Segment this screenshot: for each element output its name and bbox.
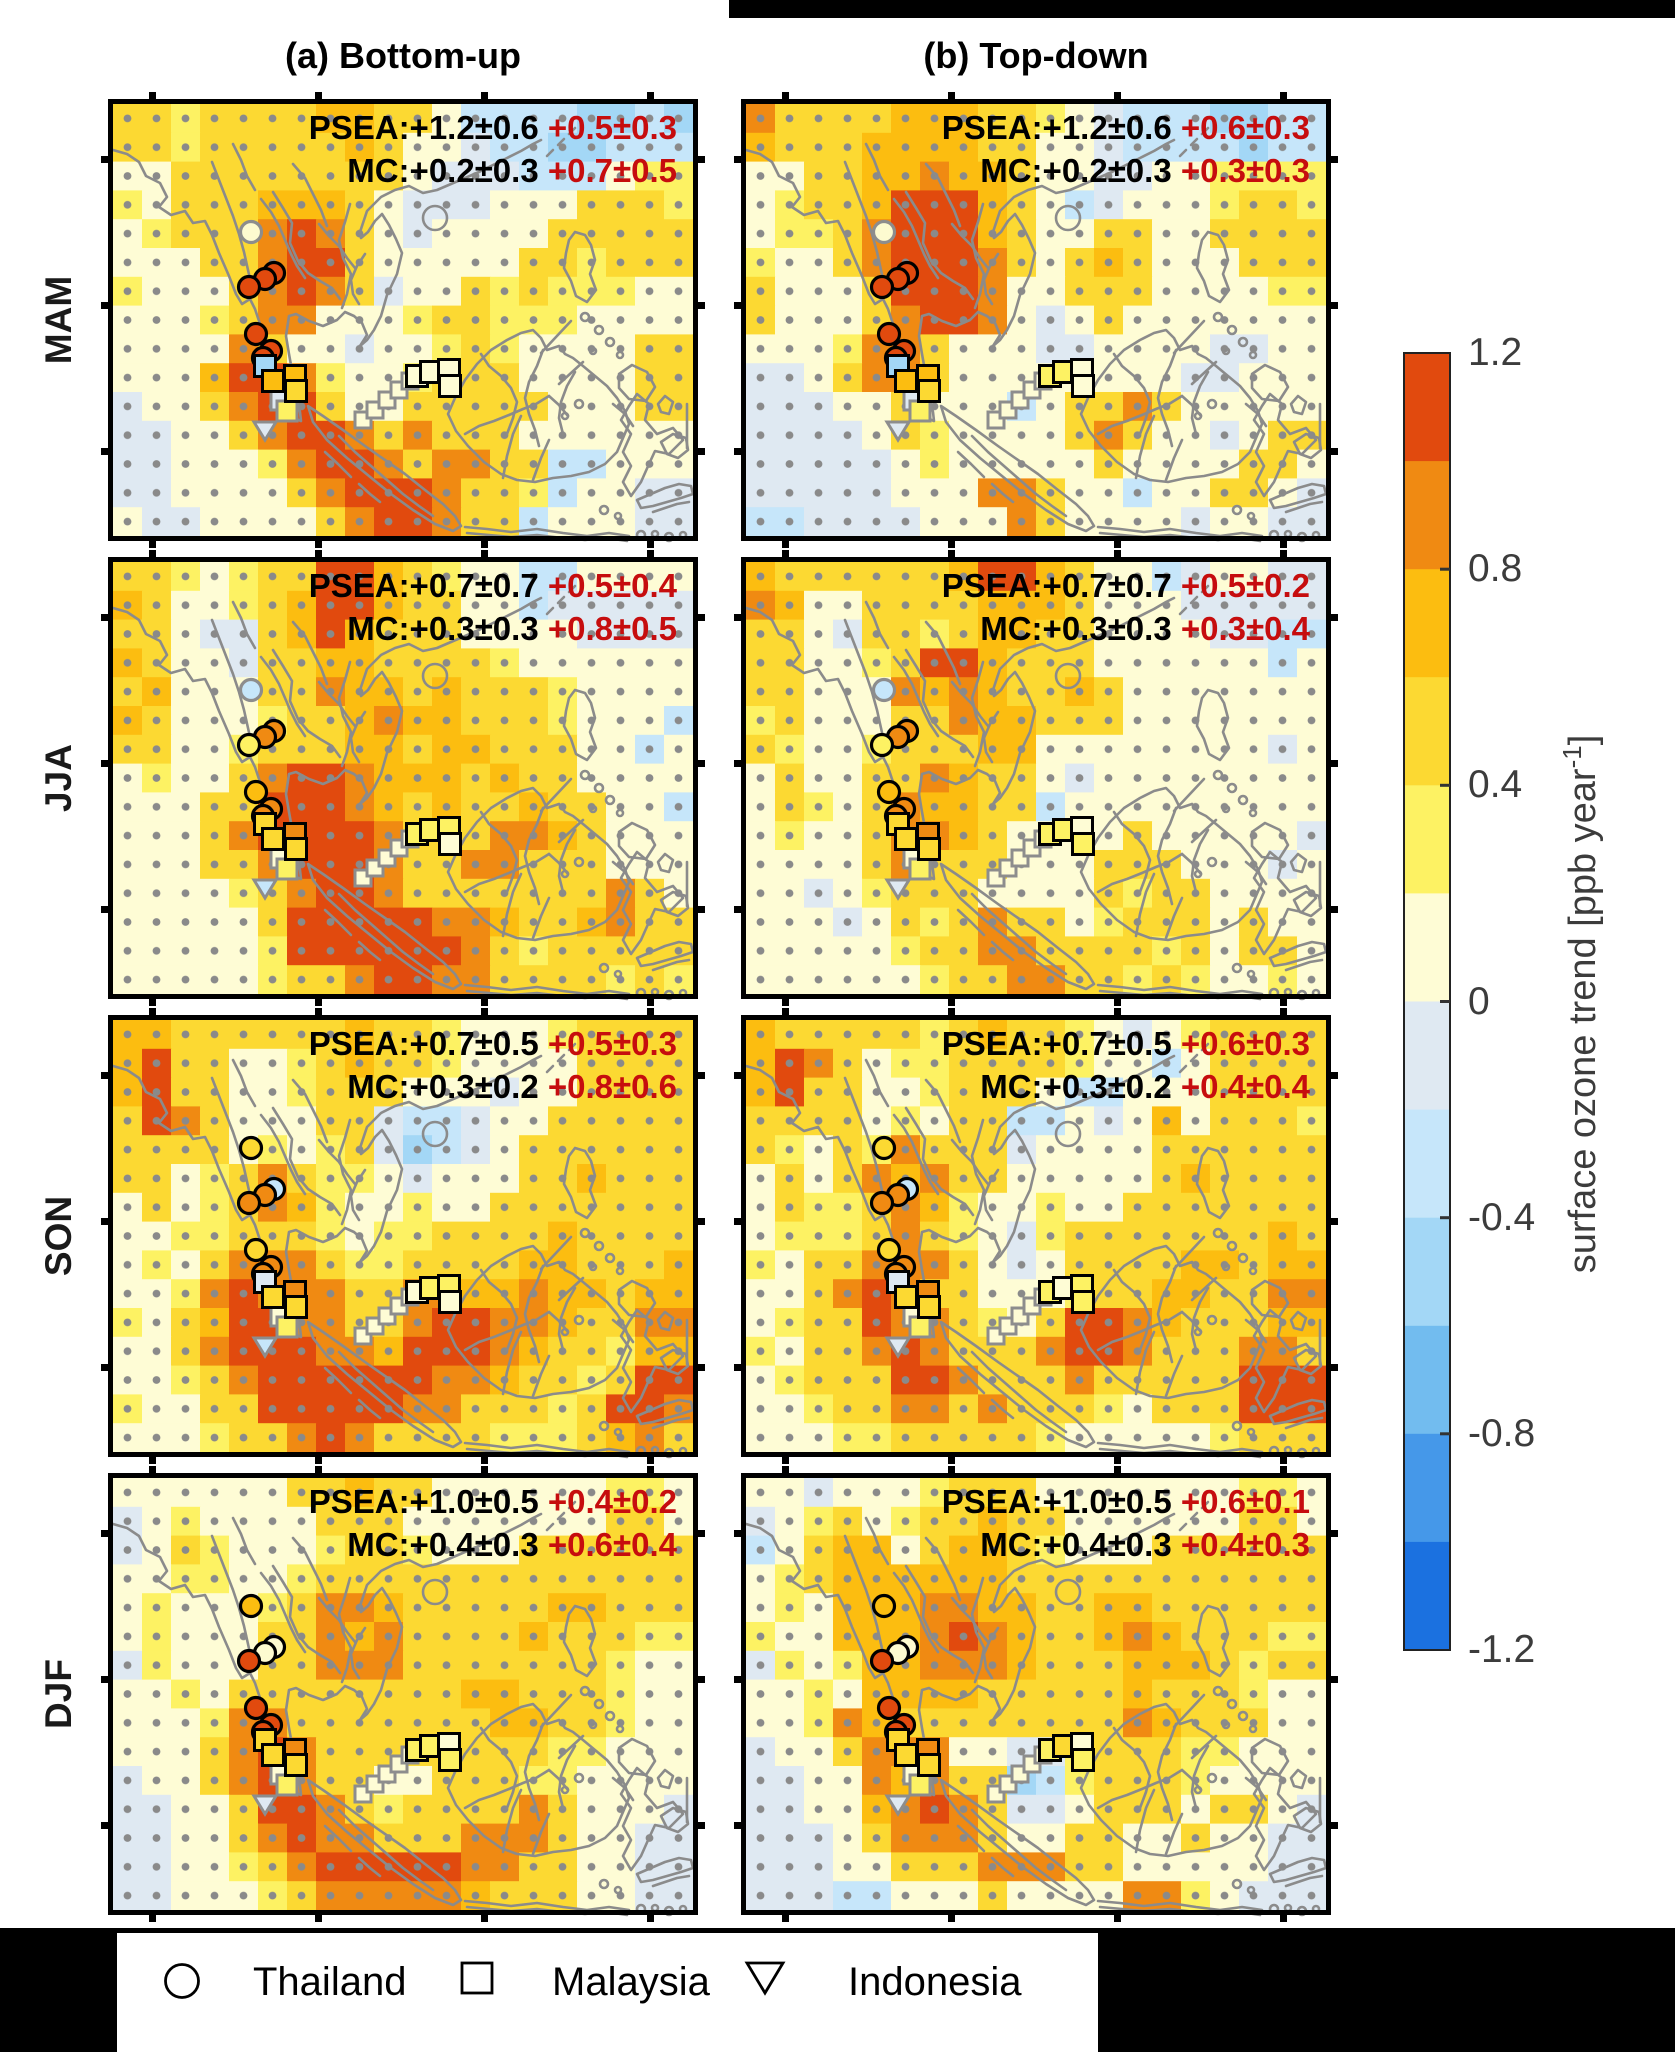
svg-text:-1.2: -1.2 [1468, 1628, 1535, 1671]
svg-text:Malaysia: Malaysia [552, 1960, 711, 2004]
svg-text:Indonesia: Indonesia [848, 1960, 1022, 2004]
svg-text:PSEA:+0.7±0.5 +0.6±0.3: PSEA:+0.7±0.5 +0.6±0.3 [942, 1025, 1310, 1062]
svg-text:0: 0 [1468, 980, 1490, 1023]
svg-text:JJA: JJA [38, 744, 79, 812]
svg-text:0.4: 0.4 [1468, 763, 1522, 806]
svg-text:MC:+0.2±0.3 +0.7±0.5: MC:+0.2±0.3 +0.7±0.5 [347, 152, 677, 189]
svg-text:MC:+0.4±0.3 +0.4±0.3: MC:+0.4±0.3 +0.4±0.3 [980, 1526, 1310, 1563]
svg-text:1.2: 1.2 [1468, 331, 1522, 374]
svg-text:Thailand: Thailand [253, 1960, 406, 2004]
svg-text:PSEA:+1.2±0.6 +0.6±0.3: PSEA:+1.2±0.6 +0.6±0.3 [942, 109, 1310, 146]
svg-text:surface ozone trend [ppb year: surface ozone trend [ppb year-1] [1557, 735, 1604, 1274]
svg-text:SON: SON [38, 1196, 79, 1276]
svg-text:(b) Top-down: (b) Top-down [923, 35, 1148, 76]
svg-text:PSEA:+0.7±0.7 +0.5±0.4: PSEA:+0.7±0.7 +0.5±0.4 [309, 567, 678, 604]
svg-text:PSEA:+1.0±0.5 +0.6±0.1: PSEA:+1.0±0.5 +0.6±0.1 [942, 1483, 1310, 1520]
svg-text:MC:+0.3±0.3 +0.3±0.4: MC:+0.3±0.3 +0.3±0.4 [980, 610, 1310, 647]
svg-text:PSEA:+1.2±0.6 +0.5±0.3: PSEA:+1.2±0.6 +0.5±0.3 [309, 109, 677, 146]
svg-text:MC:+0.4±0.3 +0.6±0.4: MC:+0.4±0.3 +0.6±0.4 [347, 1526, 677, 1563]
svg-text:MAM: MAM [38, 276, 79, 364]
svg-text:-0.8: -0.8 [1468, 1412, 1535, 1455]
svg-text:MC:+0.3±0.2 +0.4±0.4: MC:+0.3±0.2 +0.4±0.4 [980, 1068, 1310, 1105]
svg-text:MC:+0.2±0.3 +0.3±0.3: MC:+0.2±0.3 +0.3±0.3 [980, 152, 1310, 189]
svg-text:DJF: DJF [38, 1659, 79, 1729]
svg-text:(a) Bottom-up: (a) Bottom-up [285, 35, 521, 76]
svg-text:PSEA:+0.7±0.7 +0.5±0.2: PSEA:+0.7±0.7 +0.5±0.2 [942, 567, 1310, 604]
svg-text:-0.4: -0.4 [1468, 1196, 1535, 1239]
svg-text:0.8: 0.8 [1468, 547, 1522, 590]
svg-text:MC:+0.3±0.3 +0.8±0.5: MC:+0.3±0.3 +0.8±0.5 [347, 610, 677, 647]
svg-text:PSEA:+1.0±0.5 +0.4±0.2: PSEA:+1.0±0.5 +0.4±0.2 [309, 1483, 677, 1520]
svg-text:PSEA:+0.7±0.5 +0.5±0.3: PSEA:+0.7±0.5 +0.5±0.3 [309, 1025, 677, 1062]
svg-text:MC:+0.3±0.2 +0.8±0.6: MC:+0.3±0.2 +0.8±0.6 [347, 1068, 677, 1105]
